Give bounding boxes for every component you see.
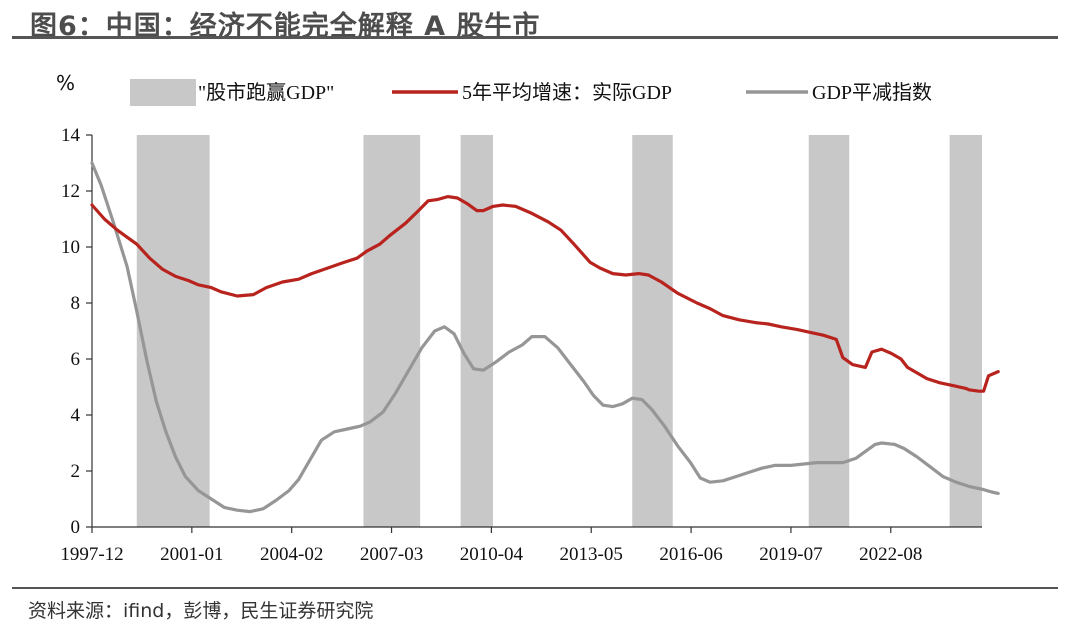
legend-label-deflator: GDP平减指数: [812, 81, 932, 104]
legend: "股市跑赢GDP" 5年平均增速：实际GDP GDP平减指数: [130, 79, 932, 106]
x-tick-label: 2016-06: [659, 544, 722, 565]
legend-label-shaded: "股市跑赢GDP": [198, 81, 334, 104]
legend-label-real-gdp: 5年平均增速：实际GDP: [462, 81, 672, 104]
source-rule: [12, 587, 1058, 589]
shaded-region-1: [363, 135, 421, 527]
y-tick-label: 4: [71, 405, 81, 426]
series-line-deflator: [90, 161, 1000, 514]
y-tick-label: 12: [61, 181, 80, 202]
shaded-region-3: [632, 135, 673, 527]
x-tick-label: 2022-08: [859, 544, 922, 565]
x-tick-label: 2010-04: [460, 544, 524, 565]
y-tick-label: 2: [71, 461, 81, 482]
x-tick-label: 2013-05: [560, 544, 623, 565]
x-tick-label: 2004-02: [260, 544, 323, 565]
axes: 0 2 4 6 8 10 12 14 1997-12 2001-01 2004-02 2007-03 2…: [60, 125, 982, 565]
shaded-regions: [136, 135, 982, 527]
y-tick-label: 0: [71, 517, 81, 538]
shaded-region-2: [460, 135, 494, 527]
y-tick-label: 8: [71, 293, 81, 314]
series-lines: [90, 161, 1000, 514]
title-rule: [12, 36, 1058, 39]
x-tick-label: 2019-07: [759, 544, 822, 565]
x-tick-label: 2007-03: [360, 544, 423, 565]
series-line-real-gdp: [90, 195, 1000, 393]
source-note: 资料来源：ifind，彭博，民生证券研究院: [28, 600, 374, 622]
legend-swatch-shaded: [130, 79, 196, 106]
x-tick-label: 2001-01: [160, 544, 223, 565]
shaded-region-4: [808, 135, 850, 527]
shaded-region-0: [136, 135, 210, 527]
x-tick-label: 1997-12: [60, 544, 123, 565]
y-tick-label: 6: [71, 349, 81, 370]
y-axis-unit-label: %: [56, 71, 75, 95]
shaded-region-5: [949, 135, 982, 527]
y-tick-label: 14: [61, 125, 81, 146]
y-tick-label: 10: [61, 237, 80, 258]
